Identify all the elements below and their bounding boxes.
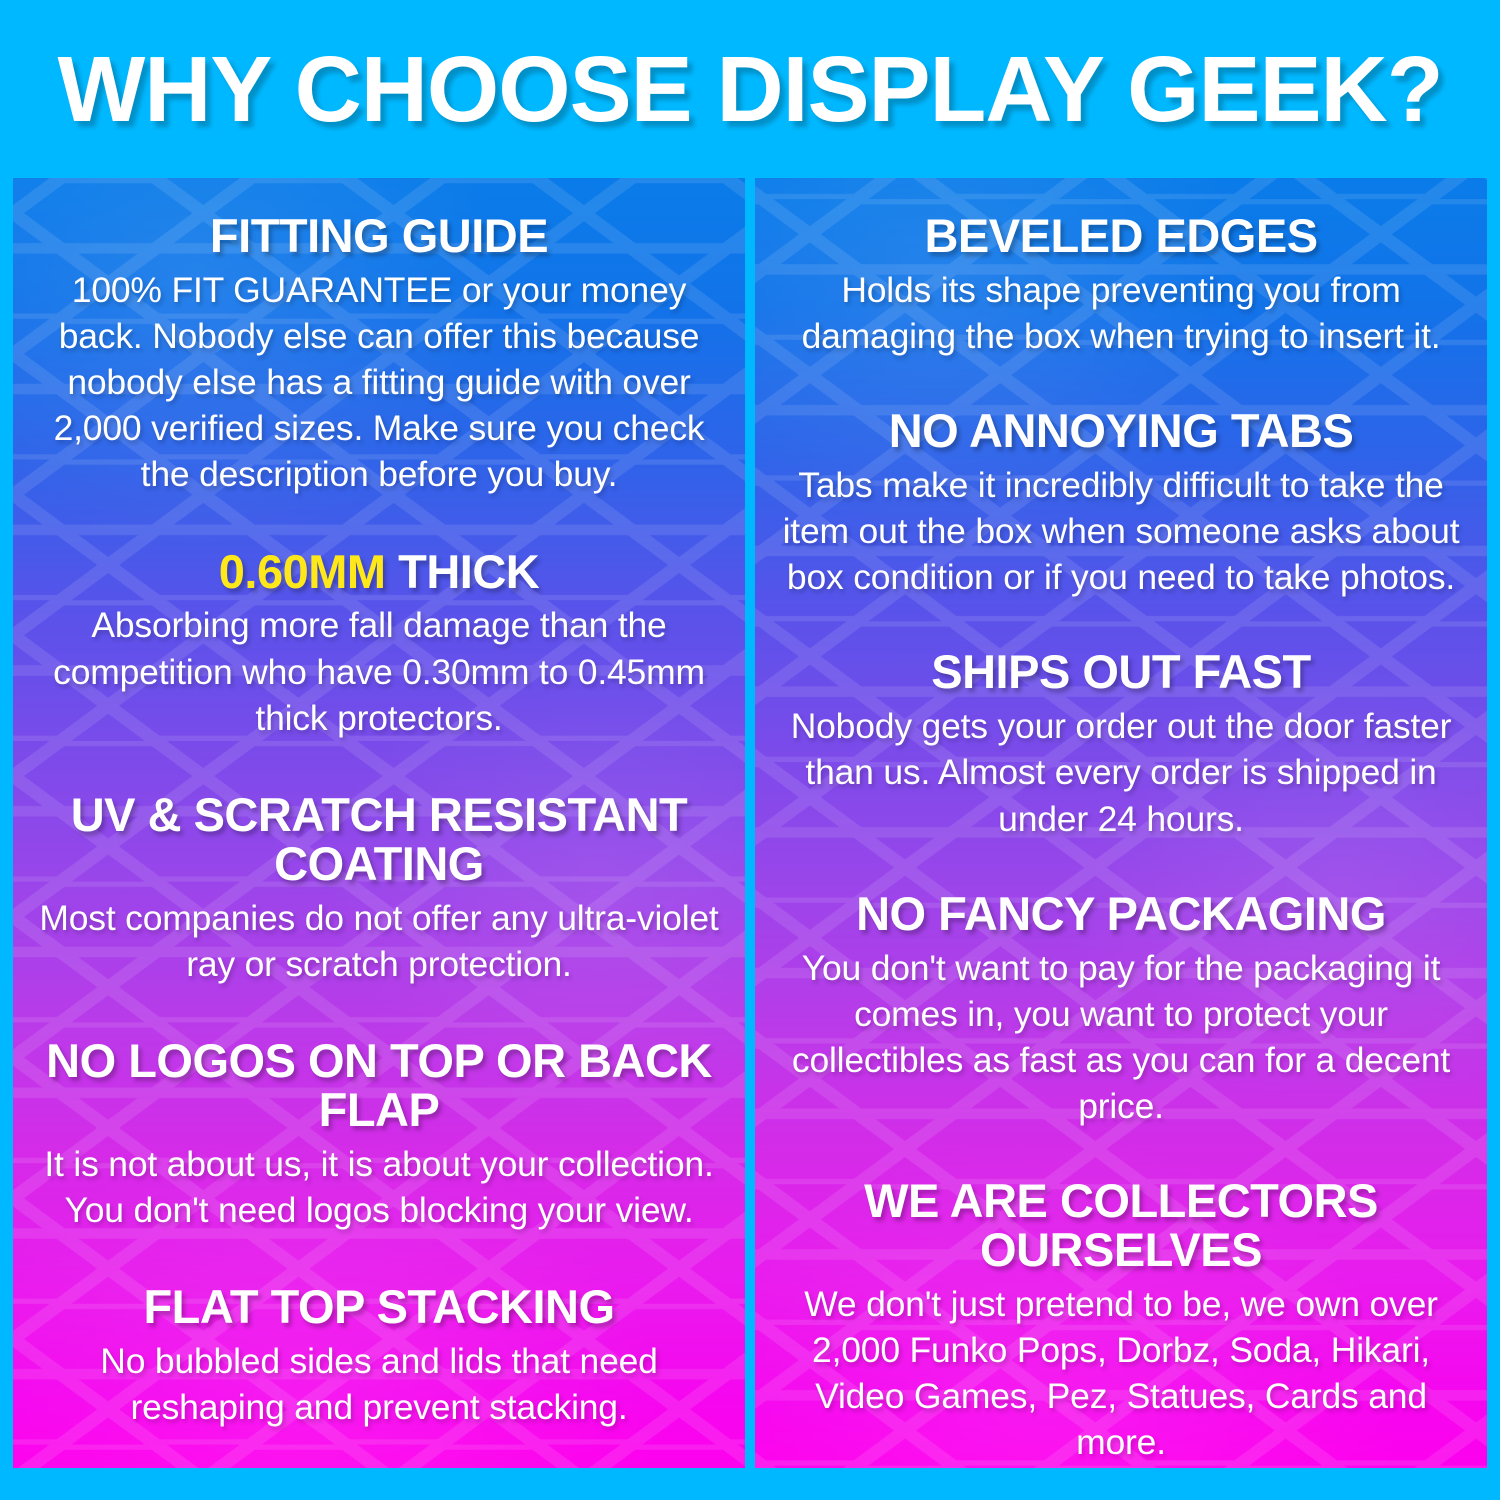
feature-body: We don't just pretend to be, we own over…	[804, 1283, 1438, 1463]
feature-heading: FLAT TOP STACKING	[143, 1279, 615, 1333]
feature-we-are-collectors: WE ARE COLLECTORS OURSELVES We don't jus…	[773, 1174, 1469, 1465]
feature-no-fancy-packaging: NO FANCY PACKAGING You don't want to pay…	[773, 886, 1469, 1129]
feature-body: Holds its shape preventing you from dama…	[801, 269, 1441, 357]
thickness-highlight: 0.60MM	[218, 544, 386, 598]
left-panel: FITTING GUIDE 100% FIT GUARANTEE or your…	[13, 178, 745, 1468]
feature-beveled-edges: BEVELED EDGES Holds its shape preventing…	[773, 209, 1469, 359]
feature-body: Tabs make it incredibly difficult to tak…	[782, 465, 1460, 598]
feature-uv-scratch: UV & SCRATCH RESISTANT COATING Most comp…	[31, 787, 727, 987]
feature-body: You don't want to pay for the packaging …	[791, 947, 1451, 1127]
feature-heading: 0.60MM THICK	[31, 544, 727, 598]
feature-no-logos: NO LOGOS ON TOP OR BACK FLAP It is not a…	[31, 1033, 727, 1233]
feature-heading: BEVELED EDGES	[924, 209, 1318, 262]
feature-thickness: 0.60MM THICK Absorbing more fall damage …	[31, 544, 727, 741]
feature-heading: WE ARE COLLECTORS OURSELVES	[864, 1174, 1378, 1277]
page-title: WHY CHOOSE DISPLAY GEEK?	[57, 36, 1443, 141]
feature-body: It is not about us, it is about your col…	[44, 1143, 714, 1230]
feature-body: No bubbled sides and lids that need resh…	[100, 1340, 658, 1427]
thickness-rest: THICK	[385, 544, 540, 598]
feature-fitting-guide: FITTING GUIDE 100% FIT GUARANTEE or your…	[31, 209, 727, 498]
feature-heading: UV & SCRATCH RESISTANT COATING	[70, 787, 688, 890]
right-panel: BEVELED EDGES Holds its shape preventing…	[755, 178, 1487, 1468]
feature-heading: NO FANCY PACKAGING	[856, 886, 1386, 940]
feature-heading: NO LOGOS ON TOP OR BACK FLAP	[46, 1033, 712, 1136]
feature-body: Absorbing more fall damage than the comp…	[53, 605, 705, 738]
right-panel-content: BEVELED EDGES Holds its shape preventing…	[755, 178, 1487, 1468]
header-bar: WHY CHOOSE DISPLAY GEEK?	[0, 0, 1500, 178]
feature-heading: SHIPS OUT FAST	[931, 645, 1311, 699]
feature-heading: FITTING GUIDE	[209, 209, 549, 262]
feature-ships-out-fast: SHIPS OUT FAST Nobody gets your order ou…	[773, 648, 1469, 841]
feature-body: Nobody gets your order out the door fast…	[790, 706, 1452, 839]
left-panel-content: FITTING GUIDE 100% FIT GUARANTEE or your…	[13, 178, 745, 1468]
panels-container: FITTING GUIDE 100% FIT GUARANTEE or your…	[13, 178, 1487, 1468]
feature-no-annoying-tabs: NO ANNOYING TABS Tabs make it incredibly…	[773, 404, 1469, 600]
feature-flat-top-stacking: FLAT TOP STACKING No bubbled sides and l…	[31, 1279, 727, 1430]
feature-heading: NO ANNOYING TABS	[888, 404, 1354, 458]
feature-body: Most companies do not offer any ultra-vi…	[39, 897, 719, 984]
feature-body: 100% FIT GUARANTEE or your money back. N…	[53, 269, 705, 495]
